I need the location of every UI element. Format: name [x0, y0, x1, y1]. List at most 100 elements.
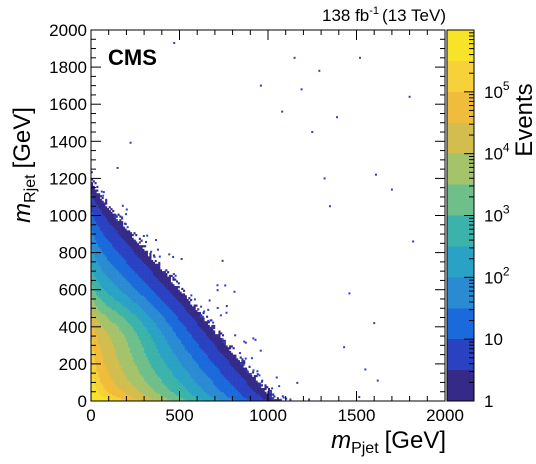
heatmap-cell [99, 378, 102, 381]
heatmap-cell [163, 287, 166, 290]
heatmap-cell [142, 298, 145, 302]
heatmap-cell [96, 228, 99, 231]
heatmap-cell [108, 300, 111, 303]
heatmap-cell [122, 365, 125, 368]
heatmap-cell [186, 356, 189, 359]
heatmap-cell [170, 354, 173, 357]
heatmap-cell [128, 326, 131, 329]
heatmap-cell [184, 395, 187, 398]
heatmap-cell [98, 345, 101, 348]
heatmap-cell [145, 363, 148, 367]
heatmap-cell [91, 211, 94, 214]
heatmap-cell [117, 349, 120, 352]
heatmap-cell [142, 336, 145, 339]
heatmap-cell [112, 371, 115, 374]
heatmap-cell [129, 356, 133, 359]
heatmap-cell [170, 349, 173, 352]
heatmap-cell [145, 350, 148, 354]
heatmap-cell [167, 373, 170, 376]
heatmap-cell [172, 399, 175, 401]
heatmap-cell [195, 336, 198, 339]
heatmap-cell [195, 362, 198, 365]
heatmap-cell [147, 321, 150, 324]
heatmap-cell [103, 373, 106, 376]
heatmap-cell [158, 311, 161, 315]
heatmap-cell [135, 234, 138, 237]
heatmap-cell [98, 204, 101, 207]
heatmap-cell [149, 254, 152, 257]
heatmap-cell [137, 274, 140, 278]
heatmap-cell [101, 273, 104, 276]
heatmap-cell [174, 326, 177, 329]
heatmap-cell [186, 334, 189, 337]
heatmap-cell [163, 341, 166, 344]
heatmap-cell [110, 215, 113, 218]
heatmap-cell [163, 328, 166, 331]
heatmap-cell [167, 326, 170, 329]
heatmap-cell [119, 399, 122, 401]
heatmap-cell [112, 274, 115, 278]
heatmap-cell [163, 380, 166, 383]
heatmap-cell [138, 280, 141, 283]
heatmap-cell [92, 273, 95, 276]
heatmap-cell [110, 380, 113, 383]
heatmap-cell [152, 254, 156, 257]
heatmap-cell [119, 388, 122, 391]
heatmap-cell [110, 330, 113, 333]
heatmap-cell [193, 336, 196, 339]
heatmap-cell [172, 360, 175, 363]
heatmap-cell [147, 271, 150, 274]
heatmap-cell [129, 319, 133, 322]
heatmap-cell [174, 302, 177, 305]
heatmap-cell [197, 365, 200, 368]
heatmap-cell [151, 317, 154, 320]
heatmap-cell [119, 365, 122, 368]
heatmap-cell [129, 386, 133, 389]
heatmap-cell [91, 224, 94, 227]
heatmap-cell [156, 293, 159, 296]
heatmap-cell [99, 282, 102, 285]
heatmap-cell [191, 399, 194, 401]
heatmap-cell [101, 319, 104, 322]
heatmap-cell [190, 347, 193, 350]
heatmap-cell [108, 369, 111, 372]
heatmap-cell [112, 313, 115, 316]
heatmap-cell [96, 291, 99, 294]
heatmap-cell [94, 369, 97, 372]
heatmap-cell [161, 360, 164, 363]
heatmap-cell [137, 382, 140, 385]
heatmap-cell [137, 363, 140, 367]
heatmap-cell [98, 369, 101, 372]
heatmap-cell [96, 395, 99, 398]
heatmap-cell [94, 306, 97, 309]
heatmap-cell [112, 399, 115, 401]
heatmap-cell [112, 328, 115, 331]
heatmap-cell [129, 365, 133, 368]
heatmap-cell [92, 215, 95, 218]
heatmap-cell [124, 375, 127, 378]
heatmap-cell [101, 306, 104, 309]
heatmap-cell [137, 367, 140, 370]
heatmap-cell [98, 219, 101, 222]
heatmap-cell [124, 315, 127, 318]
heatmap-cell [175, 350, 179, 354]
heatmap-cell [163, 360, 166, 363]
heatmap-cell [98, 347, 101, 350]
heatmap-cell [105, 350, 108, 354]
heatmap-cell [168, 298, 171, 302]
heatmap-cell [186, 378, 189, 381]
heatmap-cell [105, 263, 108, 266]
heatmap-cell [94, 226, 97, 229]
heatmap-cell [115, 247, 118, 250]
heatmap-cell [114, 222, 117, 226]
heatmap-cell [119, 380, 122, 383]
heatmap-cell [91, 217, 94, 220]
heatmap-cell [163, 324, 166, 328]
heatmap-cell [128, 291, 131, 294]
heatmap-cell [160, 336, 163, 339]
heatmap-cell [151, 367, 154, 370]
heatmap-cell [170, 287, 173, 290]
heatmap-cell [142, 306, 145, 309]
heatmap-cell [91, 219, 94, 222]
heatmap-cell [103, 241, 106, 244]
